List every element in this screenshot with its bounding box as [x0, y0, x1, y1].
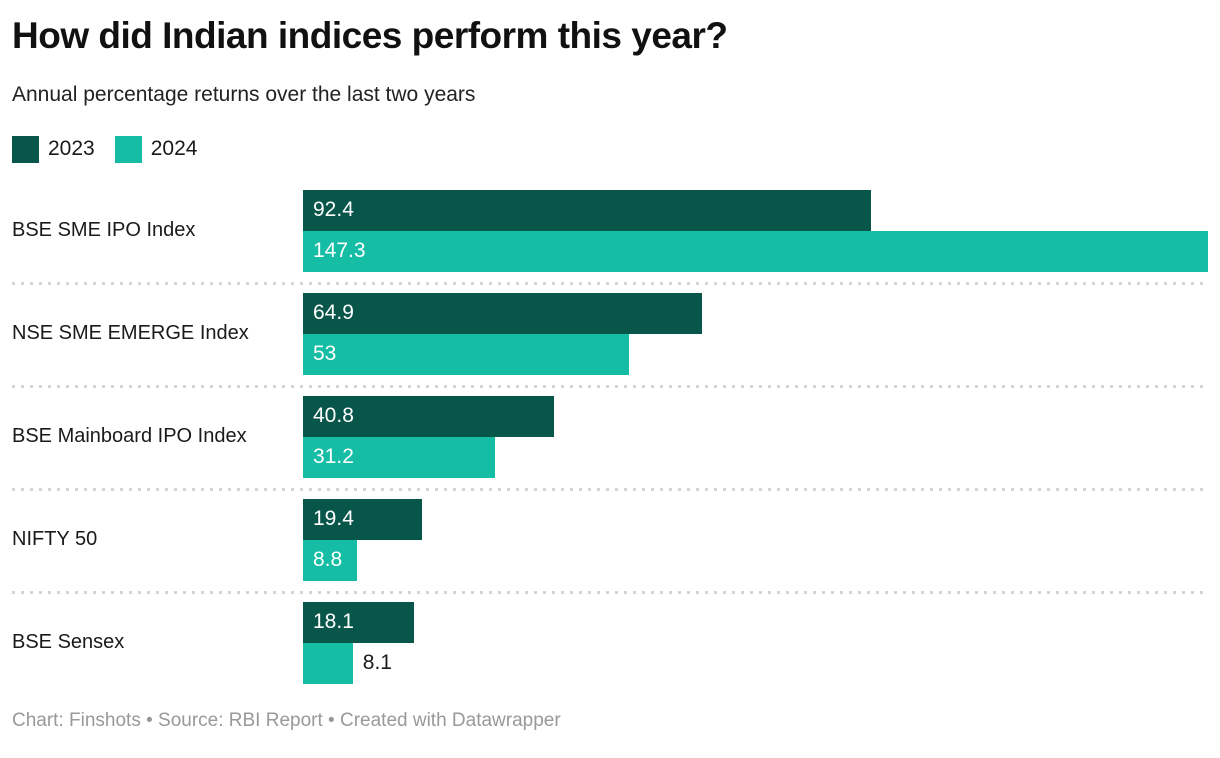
chart-row: NIFTY 50 19.4 8.8	[12, 498, 1208, 581]
bar-line-2024: 147.3	[303, 230, 1208, 272]
bar-line-2023: 92.4	[303, 189, 1208, 231]
category-label: NSE SME EMERGE Index	[12, 322, 249, 345]
bar-2024	[303, 642, 353, 684]
bar-line-2024: 53	[303, 333, 1208, 375]
legend-swatch-2023	[12, 135, 39, 163]
bar-2023: 64.9	[303, 292, 702, 334]
row-separator	[12, 487, 1208, 491]
category-label: BSE Sensex	[12, 631, 125, 654]
bar-2023: 19.4	[303, 498, 423, 540]
row-separator	[12, 281, 1208, 285]
category-label: BSE Mainboard IPO Index	[12, 425, 247, 448]
bar-group: 64.9 53	[303, 292, 1208, 375]
bar-2024: 8.8	[303, 539, 358, 581]
category-label: NIFTY 50	[12, 528, 98, 551]
bar-line-2023: 40.8	[303, 395, 1208, 437]
chart-row: NSE SME EMERGE Index 64.9 53	[12, 292, 1208, 375]
bar-line-2024: 8.1	[303, 642, 1208, 684]
value-label-2024: 53	[313, 342, 337, 366]
legend: 2023 2024	[12, 135, 1208, 163]
bar-group: 92.4 147.3	[303, 189, 1208, 272]
value-label-2023: 64.9	[313, 301, 354, 325]
bar-group: 40.8 31.2	[303, 395, 1208, 478]
value-label-2023: 18.1	[313, 610, 354, 634]
value-label-2024: 8.1	[362, 651, 392, 675]
value-label-2024: 147.3	[313, 239, 366, 263]
legend-item-2023: 2023	[12, 135, 95, 163]
bar-2023: 40.8	[303, 395, 554, 437]
legend-swatch-2024	[114, 135, 142, 163]
footer-credit: Chart: Finshots • Source: RBI Report • C…	[12, 709, 561, 731]
bar-2024: 53	[303, 333, 629, 375]
legend-label-2024: 2024	[150, 137, 198, 161]
bar-2024: 147.3	[303, 230, 1208, 272]
chart-row: BSE SME IPO Index 92.4 147.3	[12, 189, 1208, 272]
row-separator	[12, 384, 1208, 388]
chart-subtitle: Annual percentage returns over the last …	[12, 83, 476, 107]
chart-canvas: How did Indian indices perform this year…	[12, 15, 1208, 731]
bar-2023: 18.1	[303, 601, 415, 643]
chart-row: BSE Mainboard IPO Index 40.8 31.2	[12, 395, 1208, 478]
bar-group: 18.1 8.1	[303, 601, 1208, 684]
bar-2024: 31.2	[303, 436, 495, 478]
bar-group: 19.4 8.8	[303, 498, 1208, 581]
row-separator	[12, 590, 1208, 594]
value-label-2023: 40.8	[313, 404, 354, 428]
bar-line-2023: 18.1	[303, 601, 1208, 643]
value-label-2023: 19.4	[313, 507, 354, 531]
bar-line-2024: 8.8	[303, 539, 1208, 581]
chart-title: How did Indian indices perform this year…	[12, 15, 728, 56]
bar-2023: 92.4	[303, 189, 871, 231]
chart-rows: BSE SME IPO Index 92.4 147.3 NSE SME EMERGE…	[12, 189, 1208, 684]
category-label: BSE SME IPO Index	[12, 219, 196, 242]
legend-label-2023: 2023	[48, 137, 95, 161]
value-label-2023: 92.4	[313, 198, 354, 222]
value-label-2024: 8.8	[313, 548, 343, 572]
bar-line-2023: 64.9	[303, 292, 1208, 334]
value-label-2024: 31.2	[313, 445, 354, 469]
bar-line-2023: 19.4	[303, 498, 1208, 540]
legend-item-2024: 2024	[114, 135, 198, 163]
chart-row: BSE Sensex 18.1 8.1	[12, 601, 1208, 684]
bar-line-2024: 31.2	[303, 436, 1208, 478]
